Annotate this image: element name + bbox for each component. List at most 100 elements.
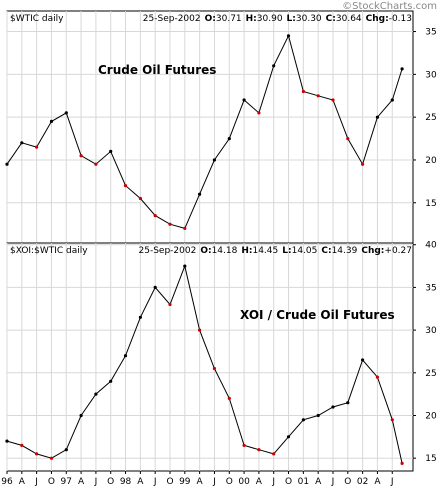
y-tick-label: 40 — [425, 241, 437, 251]
y-tick-label: 20 — [425, 156, 437, 166]
data-point-xoi-24 — [361, 358, 365, 362]
x-tick-label: 98 — [120, 477, 132, 487]
x-tick-label: O — [166, 477, 173, 487]
x-tick-label: J — [271, 477, 275, 487]
data-point-wtic-18 — [272, 64, 276, 68]
x-tick-label: J — [390, 477, 394, 487]
data-point-wtic-3 — [49, 119, 54, 123]
x-tick-label: J — [212, 477, 216, 487]
panel-xoi-open: 14.18 — [212, 246, 238, 256]
data-point-wtic-2 — [35, 145, 39, 149]
data-point-xoi-6 — [94, 392, 98, 396]
y-tick-label: 20 — [425, 411, 437, 421]
panel-xoi-annotation: XOI / Crude Oil Futures — [240, 308, 395, 322]
x-tick-label: A — [19, 477, 26, 487]
x-tick-label: A — [197, 477, 204, 487]
panel-xoi-header-values: 25-Sep-2002 O:14.18 H:14.45 L:14.05 C:14.39 C… — [139, 246, 413, 256]
data-point-wtic-7 — [109, 149, 113, 153]
data-point-wtic-9 — [138, 196, 142, 201]
panel-xoi-series-line — [6, 264, 403, 464]
data-point-xoi-10 — [153, 285, 157, 289]
data-point-wtic-17 — [257, 111, 261, 115]
panel-wtic-frame — [6, 10, 414, 244]
data-point-wtic-10 — [153, 214, 157, 218]
x-tick-label: 99 — [179, 477, 191, 487]
panel-xoi-y-axis: 15 20 25 30 35 40 — [413, 241, 437, 464]
data-point-xoi-11 — [168, 302, 172, 307]
panel-wtic-high: 30.90 — [257, 14, 283, 24]
data-point-xoi-8 — [123, 354, 128, 358]
panel-xoi-symbol: $XOI:$WTIC daily — [10, 246, 88, 256]
data-point-xoi-21 — [316, 413, 320, 418]
y-tick-label: 35 — [425, 28, 436, 38]
data-point-wtic-24 — [361, 162, 365, 166]
data-point-wtic-5 — [79, 154, 83, 158]
y-tick-label: 15 — [425, 454, 436, 464]
data-point-xoi-15 — [227, 396, 231, 400]
y-tick-label: 30 — [425, 326, 437, 336]
data-point-xoi-1 — [20, 443, 24, 447]
data-point-wtic-4 — [64, 111, 68, 115]
x-tick-label: 00 — [238, 477, 250, 487]
data-point-xoi-9 — [138, 315, 142, 319]
x-axis: 96 A J O 97 A J O 98 A J O 99 A J O 00 A J O 01 A J O 02 A J — [1, 471, 394, 487]
data-point-xoi-22 — [331, 405, 335, 409]
x-tick-label: 96 — [1, 477, 13, 487]
data-point-xoi-16 — [242, 443, 246, 447]
x-tick-label: 01 — [298, 477, 309, 487]
y-tick-label: 25 — [425, 113, 436, 123]
panel-xoi-high: 14.45 — [252, 246, 278, 256]
data-point-xoi-13 — [198, 328, 202, 332]
x-tick-label: 97 — [61, 477, 72, 487]
data-point-xoi-7 — [109, 379, 113, 383]
panel-xoi-date: 25-Sep-2002 — [139, 246, 197, 256]
panel-wtic-points — [5, 34, 404, 230]
x-tick-label: A — [78, 477, 85, 487]
x-tick-label: J — [331, 477, 335, 487]
x-tick-label: A — [256, 477, 263, 487]
stockcharts-watermark: ©StockCharts.com — [342, 1, 437, 12]
data-point-wtic-20 — [301, 89, 305, 94]
y-tick-label: 30 — [425, 70, 437, 80]
data-point-xoi-12 — [183, 264, 187, 268]
panel-wtic-chg: -0.13 — [389, 14, 412, 24]
data-point-wtic-25 — [375, 115, 379, 119]
panel-wtic-symbol: $WTIC daily — [10, 14, 64, 24]
data-point-xoi-18 — [272, 452, 276, 456]
data-point-xoi-4 — [64, 448, 68, 452]
data-point-xoi-0 — [5, 439, 9, 443]
panel-wtic-open: 30.71 — [216, 14, 242, 24]
data-point-wtic-22 — [331, 98, 335, 102]
data-point-wtic-11 — [168, 222, 172, 226]
panel-wtic-close: 30.64 — [336, 14, 362, 24]
panel-wtic-low: 30.30 — [296, 14, 322, 24]
panel-wtic-series-line — [6, 34, 403, 230]
data-point-wtic-23 — [346, 137, 350, 141]
data-point-wtic-12 — [183, 226, 187, 230]
panel-xoi-low: 14.05 — [292, 246, 318, 256]
data-point-wtic-27 — [400, 67, 404, 71]
x-tick-label: O — [107, 477, 114, 487]
data-point-xoi-2 — [35, 452, 39, 456]
data-point-wtic-21 — [316, 94, 320, 98]
panel-xoi-grid — [6, 243, 413, 471]
panel-wtic: 15 20 25 30 35 $WTIC daily 25-Sep-2002 O:30.7… — [5, 10, 437, 244]
x-tick-label: A — [315, 477, 322, 487]
data-point-xoi-17 — [257, 448, 261, 452]
x-tick-label: O — [48, 477, 55, 487]
panel-wtic-date: 25-Sep-2002 — [143, 14, 201, 24]
data-point-xoi-5 — [79, 413, 83, 418]
data-point-xoi-3 — [49, 456, 54, 460]
data-point-wtic-13 — [198, 192, 202, 196]
panel-xoi-chg: +0.27 — [384, 246, 412, 256]
panel-xoi-ratio: 15 20 25 30 35 40 $XOI:$WTIC daily 25-Sep-200… — [5, 241, 437, 472]
x-tick-label: O — [285, 477, 292, 487]
panel-xoi-points — [5, 264, 404, 465]
data-point-xoi-26 — [390, 418, 394, 422]
y-tick-label: 15 — [425, 199, 436, 209]
data-point-wtic-19 — [286, 34, 291, 38]
x-tick-label: O — [226, 477, 233, 487]
y-tick-label: 25 — [425, 369, 436, 379]
x-tick-label: J — [34, 477, 38, 487]
panel-wtic-grid — [6, 11, 413, 243]
